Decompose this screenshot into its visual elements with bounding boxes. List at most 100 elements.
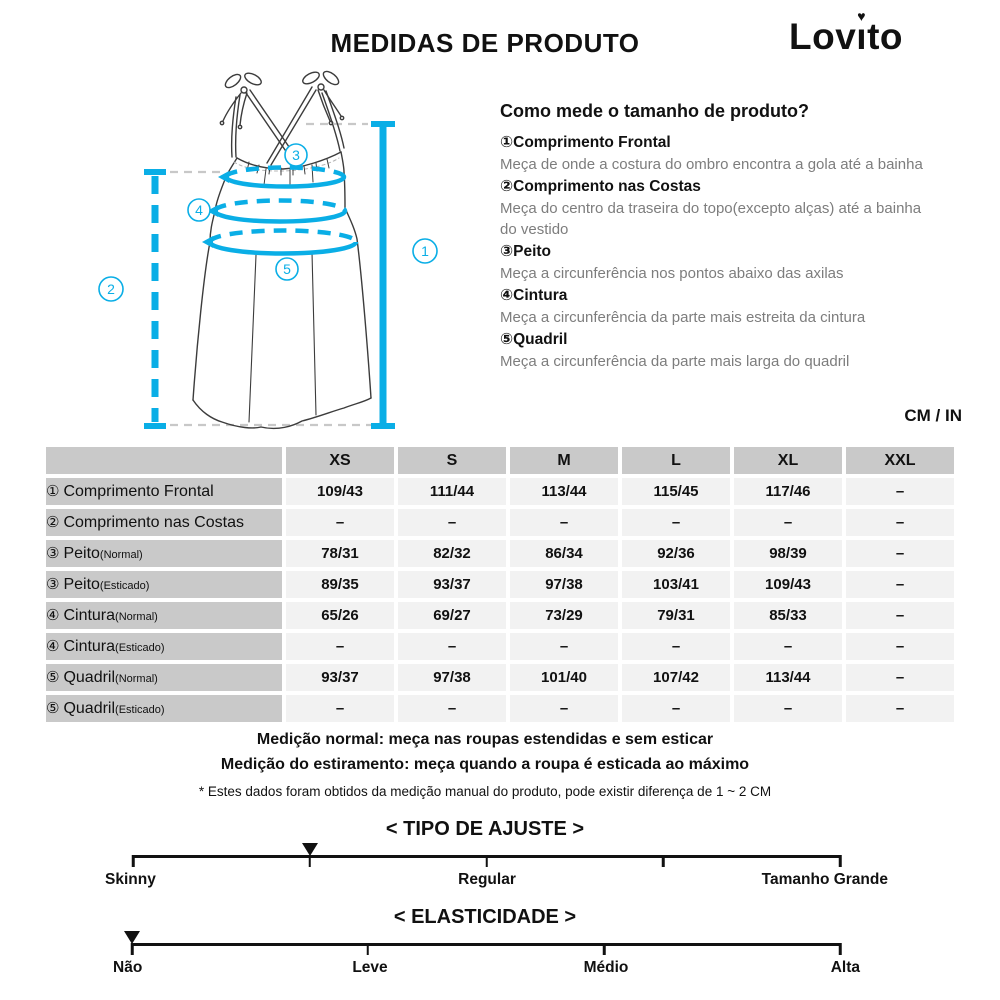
measure-cell: –	[398, 695, 506, 722]
table-row: ③ Peito(Normal) 78/31 82/32 86/34 92/36 9…	[46, 540, 954, 567]
marker-1: 1	[421, 243, 429, 259]
measure-cell: 115/45	[622, 478, 730, 505]
brand-logo-i: ♥ ı	[856, 9, 868, 58]
measure-cell: 113/44	[734, 664, 842, 691]
measure-cell: 103/41	[622, 571, 730, 598]
measure-cell: –	[734, 509, 842, 536]
instruction-label: ②Comprimento nas Costas	[500, 178, 701, 195]
measure-cell: –	[846, 664, 954, 691]
instruction-desc: Meça a circunferência da parte mais estr…	[500, 309, 866, 326]
table-row: ① Comprimento Frontal 109/43 111/44 113/4…	[46, 478, 954, 505]
measure-cell: –	[734, 633, 842, 660]
measure-instructions: Como mede o tamanho de produto? ①Comprim…	[500, 101, 935, 373]
measure-cell: 98/39	[734, 540, 842, 567]
measure-cell: –	[622, 633, 730, 660]
measure-cell: –	[622, 509, 730, 536]
fit-type-title: < TIPO DE AJUSTE >	[385, 818, 585, 840]
scale-tick	[308, 855, 311, 867]
table-corner-cell	[46, 447, 282, 474]
instructions-heading: Como mede o tamanho de produto?	[500, 101, 809, 121]
diagram-markers: 1 2 3 4 5	[98, 143, 438, 302]
scale-tick	[838, 855, 842, 867]
size-header-xs: XS	[286, 447, 394, 474]
row-label: ③ Peito(Normal)	[46, 540, 282, 567]
brand-logo-text-2: to	[867, 16, 903, 57]
measure-cell: 97/38	[510, 571, 618, 598]
size-header-xl: XL	[734, 447, 842, 474]
bow-right	[302, 70, 345, 126]
scale-tick	[131, 855, 135, 867]
row-label: ④ Cintura(Esticado)	[46, 633, 282, 660]
elasticity-label-alta: Alta	[830, 959, 860, 976]
table-row: ③ Peito(Esticado) 89/35 93/37 97/38 103/4…	[46, 571, 954, 598]
size-header-row: XS S M L XL XXL	[46, 447, 954, 474]
measure-cell: 65/26	[286, 602, 394, 629]
row-label: ④ Cintura(Normal)	[46, 602, 282, 629]
measure-cell: 86/34	[510, 540, 618, 567]
heart-icon: ♥	[857, 8, 867, 24]
elasticity-label-medio: Médio	[583, 959, 629, 976]
scale-tick	[662, 855, 665, 867]
measure-cell: 109/43	[286, 478, 394, 505]
measure-cell: 69/27	[398, 602, 506, 629]
measure-cell: 97/38	[398, 664, 506, 691]
skirt-seams	[248, 251, 317, 423]
measure-cell: 117/46	[734, 478, 842, 505]
brand-logo-i-glyph: ı	[856, 16, 868, 57]
instruction-label: ⑤Quadril	[500, 331, 568, 348]
measure-cell: 101/40	[510, 664, 618, 691]
size-header-xxl: XXL	[846, 447, 954, 474]
table-row: ⑤ Quadril(Esticado) – – – – – –	[46, 695, 954, 722]
front-length-line	[371, 121, 395, 429]
scale-tick	[838, 943, 842, 955]
row-label: ③ Peito(Esticado)	[46, 571, 282, 598]
measure-cell: –	[286, 695, 394, 722]
measure-cell: –	[846, 695, 954, 722]
fit-type-marker	[301, 843, 318, 856]
measure-cell: 89/35	[286, 571, 394, 598]
measure-cell: 79/31	[622, 602, 730, 629]
measurement-notes: Medição normal: meça nas roupas estendid…	[0, 731, 970, 813]
elasticity-title: < ELASTICIDADE >	[393, 906, 577, 928]
instruction-desc: Meça do centro da traseira do topo(excep…	[500, 200, 922, 238]
elasticity-scale	[124, 931, 842, 955]
measure-cell: 85/33	[734, 602, 842, 629]
size-header-l: L	[622, 447, 730, 474]
measure-cell: 93/37	[398, 571, 506, 598]
measure-cell: 93/37	[286, 664, 394, 691]
waist-line	[207, 198, 348, 224]
table-row: ⑤ Quadril(Normal) 93/37 97/38 101/40 107/…	[46, 664, 954, 691]
marker-5: 5	[283, 261, 291, 277]
marker-2: 2	[107, 281, 115, 297]
measure-cell: –	[286, 633, 394, 660]
elasticity-label-nao: Não	[113, 959, 143, 976]
measure-cell: –	[846, 633, 954, 660]
measure-cell: –	[398, 633, 506, 660]
instruction-label: ①Comprimento Frontal	[500, 134, 671, 151]
fit-label-skinny: Skinny	[105, 871, 156, 888]
measure-cell: –	[510, 509, 618, 536]
hip-line	[202, 228, 359, 256]
row-label: ⑤ Quadril(Esticado)	[46, 695, 282, 722]
bow-left	[219, 72, 262, 130]
measure-cell: –	[846, 509, 954, 536]
size-table: XS S M L XL XXL ① Comprimento Frontal 109…	[42, 443, 958, 726]
marker-3: 3	[292, 147, 300, 163]
elasticity-label-leve: Leve	[352, 959, 388, 976]
note-normal: Medição normal: meça nas roupas estendid…	[256, 731, 714, 748]
table-row: ④ Cintura(Normal) 65/26 69/27 73/29 79/31…	[46, 602, 954, 629]
chest-line	[218, 165, 347, 189]
row-label: ⑤ Quadril(Normal)	[46, 664, 282, 691]
fit-type-scale	[131, 843, 842, 867]
instruction-desc: Meça a circunferência nos pontos abaixo …	[500, 265, 844, 282]
unit-label: CM / IN	[904, 406, 962, 425]
table-row: ② Comprimento nas Costas – – – – – –	[46, 509, 954, 536]
instruction-label: ④Cintura	[500, 287, 568, 304]
scale-tick	[366, 943, 370, 955]
measure-cell: 82/32	[398, 540, 506, 567]
back-length-line	[144, 169, 166, 429]
footnote: * Estes dados foram obtidos da medição m…	[198, 784, 772, 799]
measure-cell: 78/31	[286, 540, 394, 567]
dress-diagram: 1 2 3 4 5	[98, 70, 438, 430]
